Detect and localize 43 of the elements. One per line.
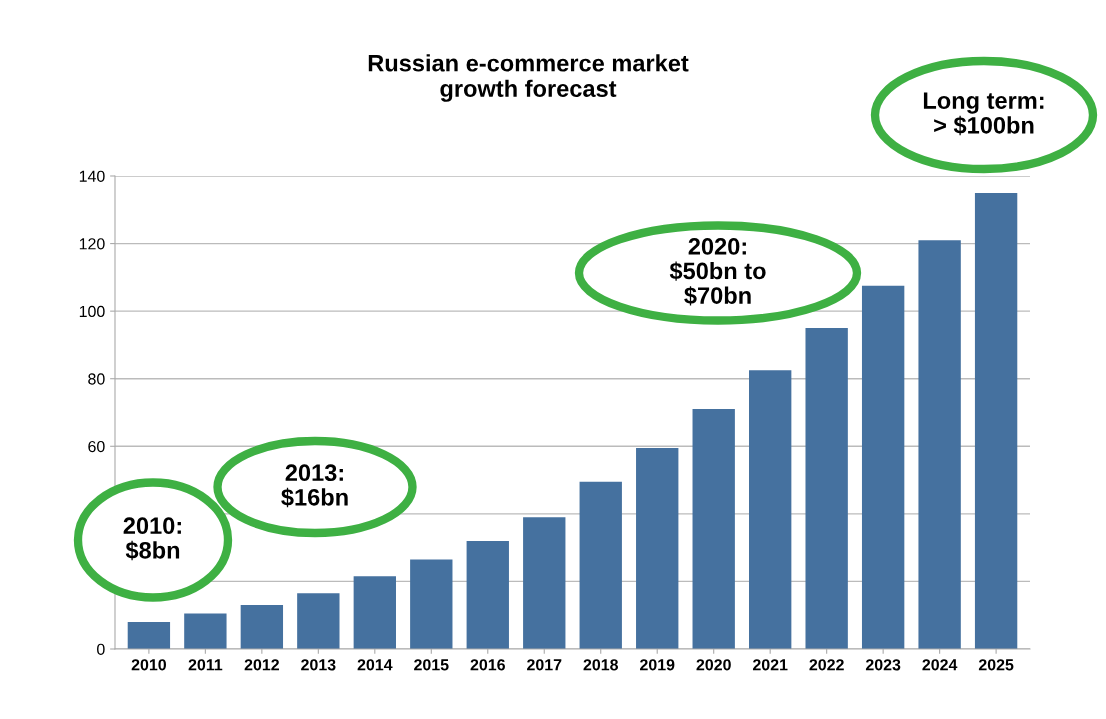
- bar: [523, 517, 566, 649]
- annotation: 2010: $8bn: [123, 517, 181, 561]
- x-tick-label: 2016: [470, 659, 505, 671]
- y-tick-label: 60: [88, 440, 105, 453]
- bar: [805, 328, 848, 649]
- y-tick-label: 100: [79, 305, 105, 318]
- bar: [692, 409, 735, 649]
- y-tick-label: 0: [97, 643, 105, 655]
- x-tick-label: 2019: [640, 659, 675, 671]
- x-tick-label: 2014: [357, 659, 393, 671]
- x-tick-label: 2022: [809, 659, 844, 671]
- x-tick-label: 2010: [131, 659, 166, 671]
- bar: [466, 540, 509, 649]
- y-tick-label: 80: [88, 373, 105, 385]
- x-tick-label: 2018: [583, 659, 619, 671]
- y-tick-label: 140: [79, 170, 105, 182]
- annotation: 2020: $50bn to $70bn: [669, 238, 766, 306]
- text: Long term: > $100bn: [923, 92, 1044, 136]
- bar: [974, 192, 1018, 649]
- bar: [410, 559, 453, 649]
- bar: [918, 240, 961, 649]
- x-tick-label: 2020: [696, 659, 731, 671]
- x-tick-label: 2024: [922, 659, 958, 671]
- x-tick-label: 2013: [301, 659, 336, 671]
- x-tick-label: 2012: [244, 659, 279, 671]
- bar: [297, 593, 340, 649]
- x-tick-label: 2015: [414, 659, 449, 671]
- annotation: 2013: $16bn: [281, 464, 348, 508]
- bar: [861, 285, 905, 649]
- chart-title: Russian e-commerce market growth forecast: [368, 54, 689, 102]
- x-tick-label: 2021: [752, 659, 788, 671]
- x-tick-label: 2017: [527, 659, 562, 671]
- x-tick-label: 2025: [978, 659, 1014, 671]
- bar: [579, 481, 622, 649]
- bar: [749, 370, 792, 649]
- x-tick-label: 2011: [188, 659, 223, 671]
- bar: [184, 613, 227, 649]
- bar: [353, 576, 396, 649]
- bar: [636, 447, 679, 649]
- bar: [127, 621, 171, 649]
- y-tick-label: 120: [79, 238, 105, 250]
- bar: [240, 605, 284, 649]
- x-tick-label: 2023: [865, 659, 901, 671]
